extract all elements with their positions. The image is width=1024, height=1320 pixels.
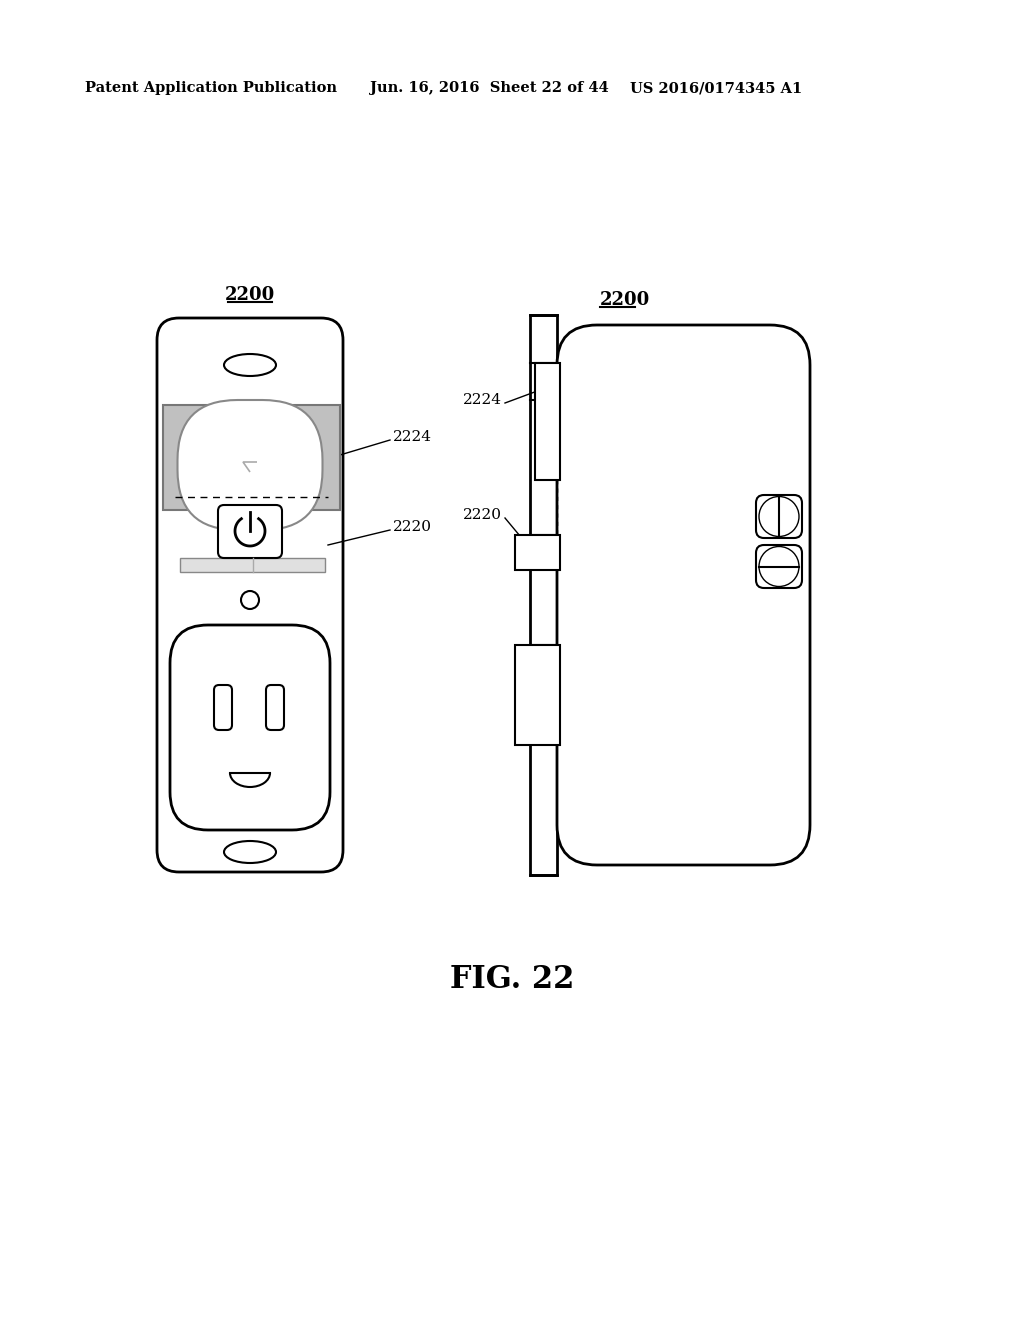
Ellipse shape [224,354,276,376]
Bar [515,645,560,744]
Text: 2224: 2224 [393,430,432,444]
Text: 2220: 2220 [463,508,502,521]
Text: 2200: 2200 [225,286,275,304]
FancyBboxPatch shape [218,506,282,558]
Bar [515,535,560,570]
Ellipse shape [224,841,276,863]
Text: 2224: 2224 [463,393,502,407]
FancyBboxPatch shape [157,318,343,873]
Text: 2220: 2220 [393,520,432,535]
FancyBboxPatch shape [266,685,284,730]
Text: FIG. 22: FIG. 22 [450,965,574,995]
Text: Jun. 16, 2016  Sheet 22 of 44: Jun. 16, 2016 Sheet 22 of 44 [370,81,608,95]
Circle shape [241,591,259,609]
Circle shape [759,496,799,536]
Circle shape [759,546,799,586]
FancyBboxPatch shape [756,495,802,539]
Text: Patent Application Publication: Patent Application Publication [85,81,337,95]
Bar [180,558,325,572]
Text: 2200: 2200 [600,290,650,309]
FancyBboxPatch shape [214,685,232,730]
Bar [530,315,557,875]
FancyBboxPatch shape [163,405,340,510]
Bar [535,363,560,480]
FancyBboxPatch shape [557,325,810,865]
FancyBboxPatch shape [177,400,323,531]
FancyBboxPatch shape [756,545,802,587]
FancyBboxPatch shape [170,624,330,830]
Text: US 2016/0174345 A1: US 2016/0174345 A1 [630,81,802,95]
